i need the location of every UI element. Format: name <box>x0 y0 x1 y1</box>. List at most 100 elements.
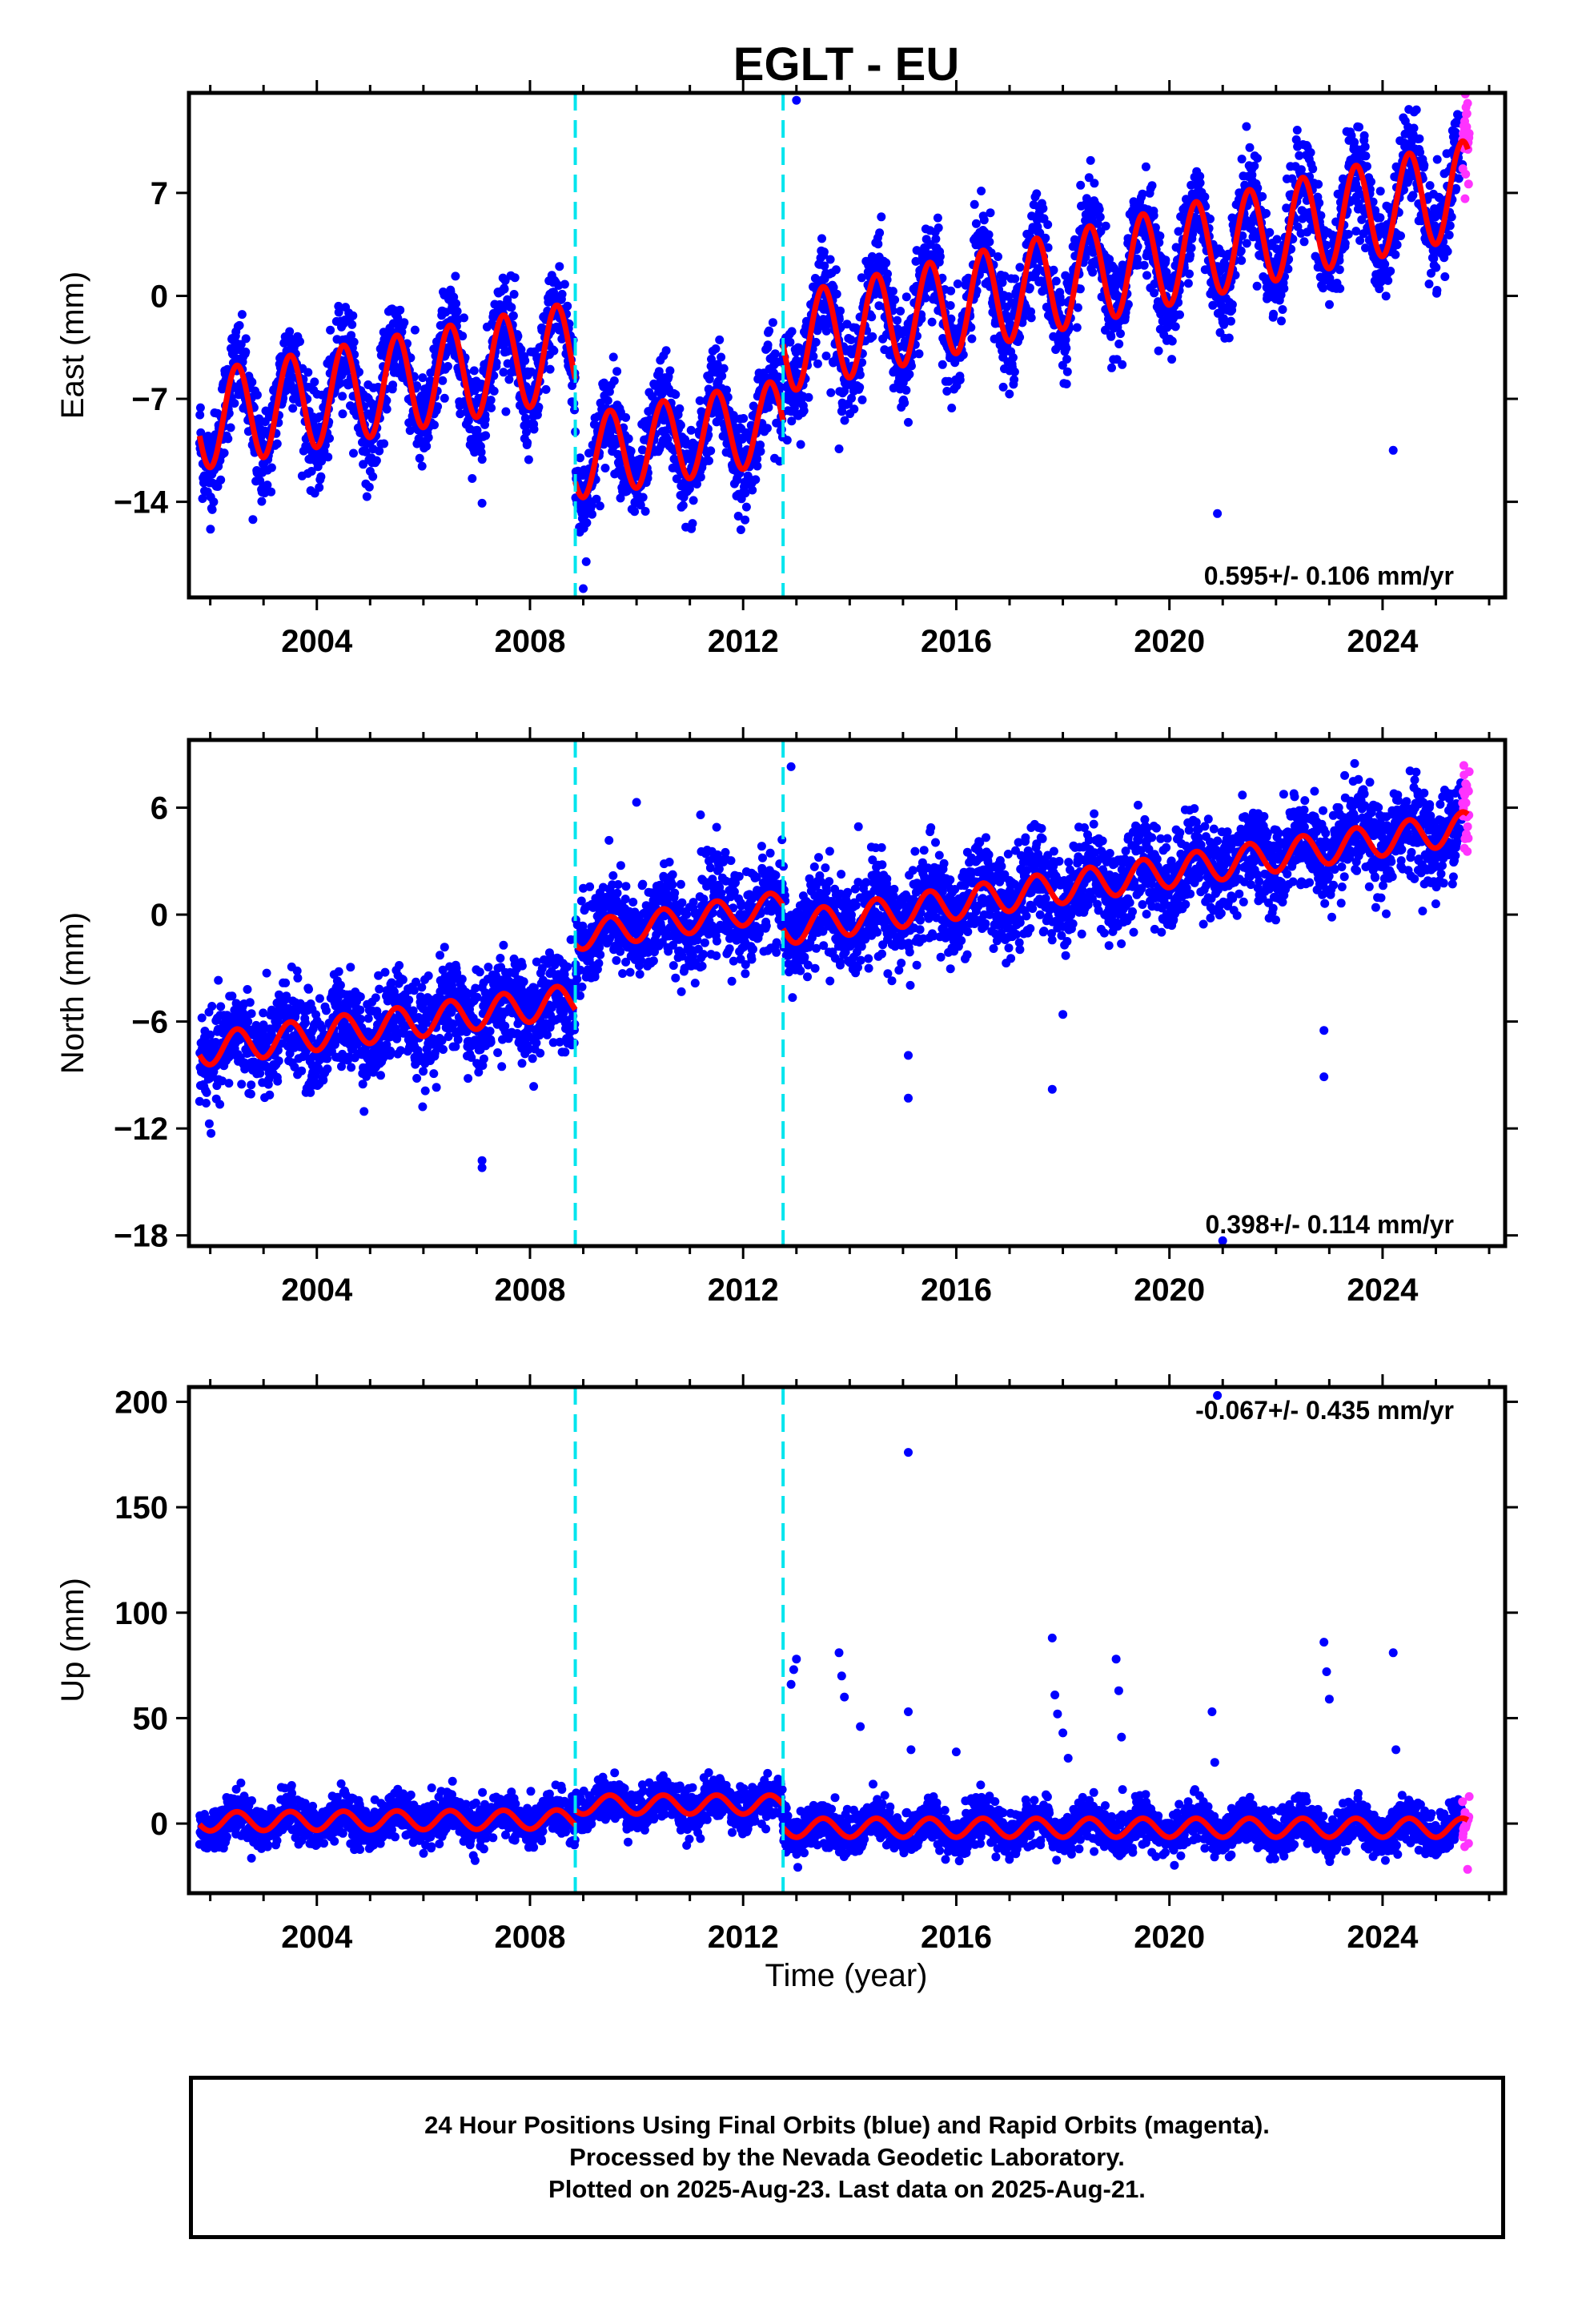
east-final-point <box>443 362 452 371</box>
east-final-point <box>263 480 272 490</box>
east-final-point <box>541 384 551 394</box>
east-final-point <box>1183 279 1193 288</box>
east-final-point <box>914 349 924 359</box>
east-final-point <box>529 424 539 434</box>
east-final-point <box>931 234 941 243</box>
east-final-point <box>209 497 219 507</box>
north-final-point <box>247 1080 256 1090</box>
east-final-point <box>347 331 356 340</box>
east-final-point <box>723 392 733 402</box>
east-final-point <box>966 323 976 332</box>
east-final-point <box>1242 239 1251 248</box>
east-final-point <box>476 448 486 457</box>
east-final-point <box>430 420 439 430</box>
east-final-point <box>469 366 479 376</box>
east-final-point <box>440 393 449 403</box>
east-final-point <box>252 390 262 400</box>
east-final-point <box>257 497 267 506</box>
east-final-point <box>600 464 610 472</box>
east-final-point <box>588 509 596 519</box>
east-final-point <box>1105 255 1114 264</box>
east-final-point <box>855 383 865 392</box>
north-final-point <box>224 1079 234 1088</box>
east-final-point <box>417 461 427 471</box>
east-final-point <box>241 348 251 356</box>
east-final-point <box>706 446 716 456</box>
east-final-point <box>1391 250 1400 259</box>
north-final-point <box>301 1018 310 1027</box>
east-final-point <box>867 312 877 322</box>
north-final-point <box>237 1080 247 1089</box>
east-final-point <box>751 475 761 485</box>
east-final-point <box>741 489 750 498</box>
east-final-point <box>237 310 247 320</box>
north-final-point <box>346 963 355 972</box>
east-final-point <box>1019 312 1029 321</box>
east-final-point <box>741 502 751 512</box>
east-final-point <box>707 355 716 364</box>
east-final-point <box>984 230 994 239</box>
east-final-point <box>729 414 739 424</box>
east-final-point <box>527 367 536 376</box>
east-x-tick-label: 2008 <box>494 624 565 659</box>
east-outlier-point <box>1213 509 1223 518</box>
east-final-point <box>1227 300 1237 309</box>
east-final-point <box>555 262 564 271</box>
east-final-point <box>831 265 841 275</box>
east-final-point <box>756 440 765 450</box>
east-rapid-point <box>1464 129 1474 139</box>
east-final-point <box>739 414 749 423</box>
east-final-point <box>216 475 226 485</box>
east-final-point <box>756 447 765 456</box>
east-final-point <box>1319 283 1327 293</box>
east-final-point <box>589 420 599 429</box>
east-final-point <box>901 292 911 302</box>
north-final-point <box>356 1015 366 1024</box>
east-final-point <box>390 361 400 370</box>
east-outlier-point <box>1388 445 1398 455</box>
east-final-point <box>678 501 688 510</box>
east-final-point <box>624 434 633 444</box>
east-final-point <box>768 318 777 328</box>
north-panel: 2004 2008 2012 2016 2020 2024−18−12−606North … <box>55 727 1518 1308</box>
east-velocity-label: 0.595+/- 0.106 mm/yr <box>1204 561 1454 590</box>
east-final-point <box>665 366 675 376</box>
east-final-point <box>717 372 727 380</box>
east-final-point <box>946 301 955 310</box>
east-plot-area <box>195 93 1474 597</box>
east-final-point <box>468 474 477 483</box>
east-final-point <box>1381 292 1391 301</box>
east-final-point <box>349 337 359 347</box>
east-final-point <box>799 406 809 416</box>
east-final-point <box>1010 274 1020 283</box>
east-final-point <box>935 251 945 261</box>
east-final-point <box>595 501 604 511</box>
east-final-point <box>1360 142 1370 151</box>
east-final-point <box>1314 179 1323 189</box>
east-final-point <box>486 396 496 405</box>
east-final-point <box>1101 221 1110 231</box>
east-final-point <box>1250 161 1259 171</box>
east-final-point <box>813 359 822 368</box>
east-final-point <box>1242 122 1251 131</box>
east-final-point <box>998 382 1008 392</box>
east-final-point <box>719 364 729 373</box>
east-final-point <box>944 376 954 386</box>
east-final-point <box>226 423 235 432</box>
east-final-point <box>1139 260 1149 270</box>
east-final-point <box>1010 367 1019 376</box>
east-final-point <box>696 472 705 482</box>
east-final-point <box>371 456 381 465</box>
east-final-point <box>1375 187 1385 196</box>
east-final-point <box>1186 180 1196 190</box>
east-outlier-point <box>477 498 487 508</box>
east-final-point <box>896 307 905 316</box>
east-final-point <box>873 239 883 249</box>
east-final-point <box>705 456 713 465</box>
east-final-point <box>971 219 981 228</box>
east-final-point <box>921 293 930 303</box>
east-final-point <box>458 332 468 341</box>
east-final-point <box>608 352 618 362</box>
east-final-point <box>764 403 773 412</box>
east-final-point <box>1444 231 1454 239</box>
